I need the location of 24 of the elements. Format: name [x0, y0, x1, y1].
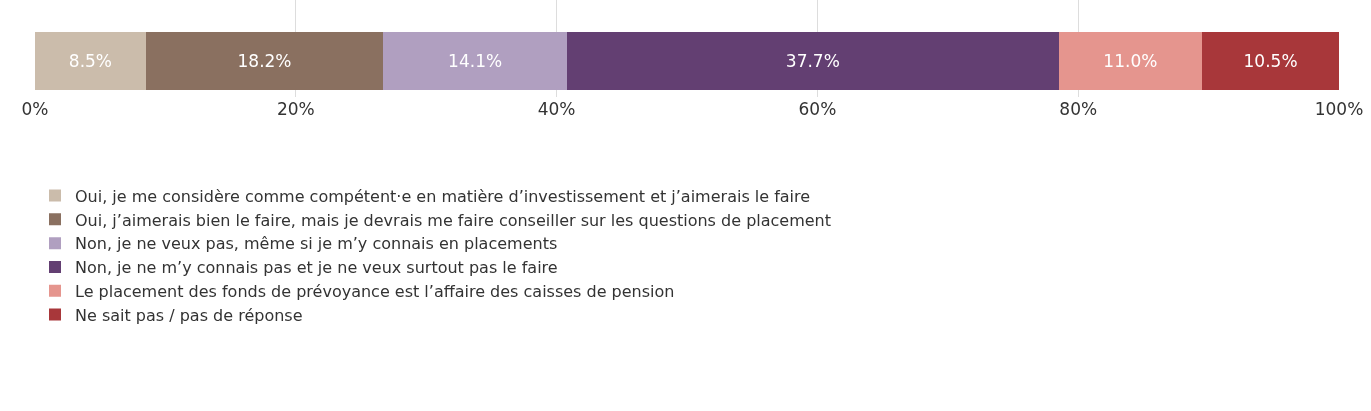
data-label: 14.1%	[448, 51, 503, 72]
x-tick-label: 60%	[798, 99, 837, 120]
data-label: 11.0%	[1103, 51, 1158, 72]
bar	[567, 32, 1059, 91]
x-tick-label: 100%	[1314, 99, 1364, 120]
x-tick-label: 40%	[537, 99, 576, 120]
data-label: 37.7%	[785, 51, 840, 72]
legend-label: Non, je ne m’y connais pas et je ne veux surtout pas le faire	[75, 258, 558, 278]
bar	[1202, 32, 1339, 91]
legend-label: Oui, je me considère comme compétent·e en matière d’investissement et j’aimerais le faire	[75, 186, 811, 206]
x-tick-label: 80%	[1059, 99, 1098, 120]
x-tick-label: 0%	[21, 99, 49, 120]
data-label: 8.5%	[68, 51, 113, 72]
data-label: 18.2%	[237, 51, 292, 72]
legend-label: Non, je ne veux pas, même si je m’y connais en placements	[75, 234, 558, 254]
bar	[145, 32, 384, 91]
legend-label: Ne sait pas / pas de réponse	[75, 305, 303, 325]
bar	[35, 32, 146, 91]
x-tick-label: 20%	[276, 99, 315, 120]
legend-label: Le placement des fonds de prévoyance est l’affaire des caisses de pension	[75, 281, 675, 301]
bar	[383, 32, 568, 91]
data-label: 10.5%	[1243, 51, 1298, 72]
bar	[1058, 32, 1203, 91]
legend-label: Oui, j’aimerais bien le faire, mais je devrais me faire conseiller sur les questions de placement	[75, 210, 832, 230]
